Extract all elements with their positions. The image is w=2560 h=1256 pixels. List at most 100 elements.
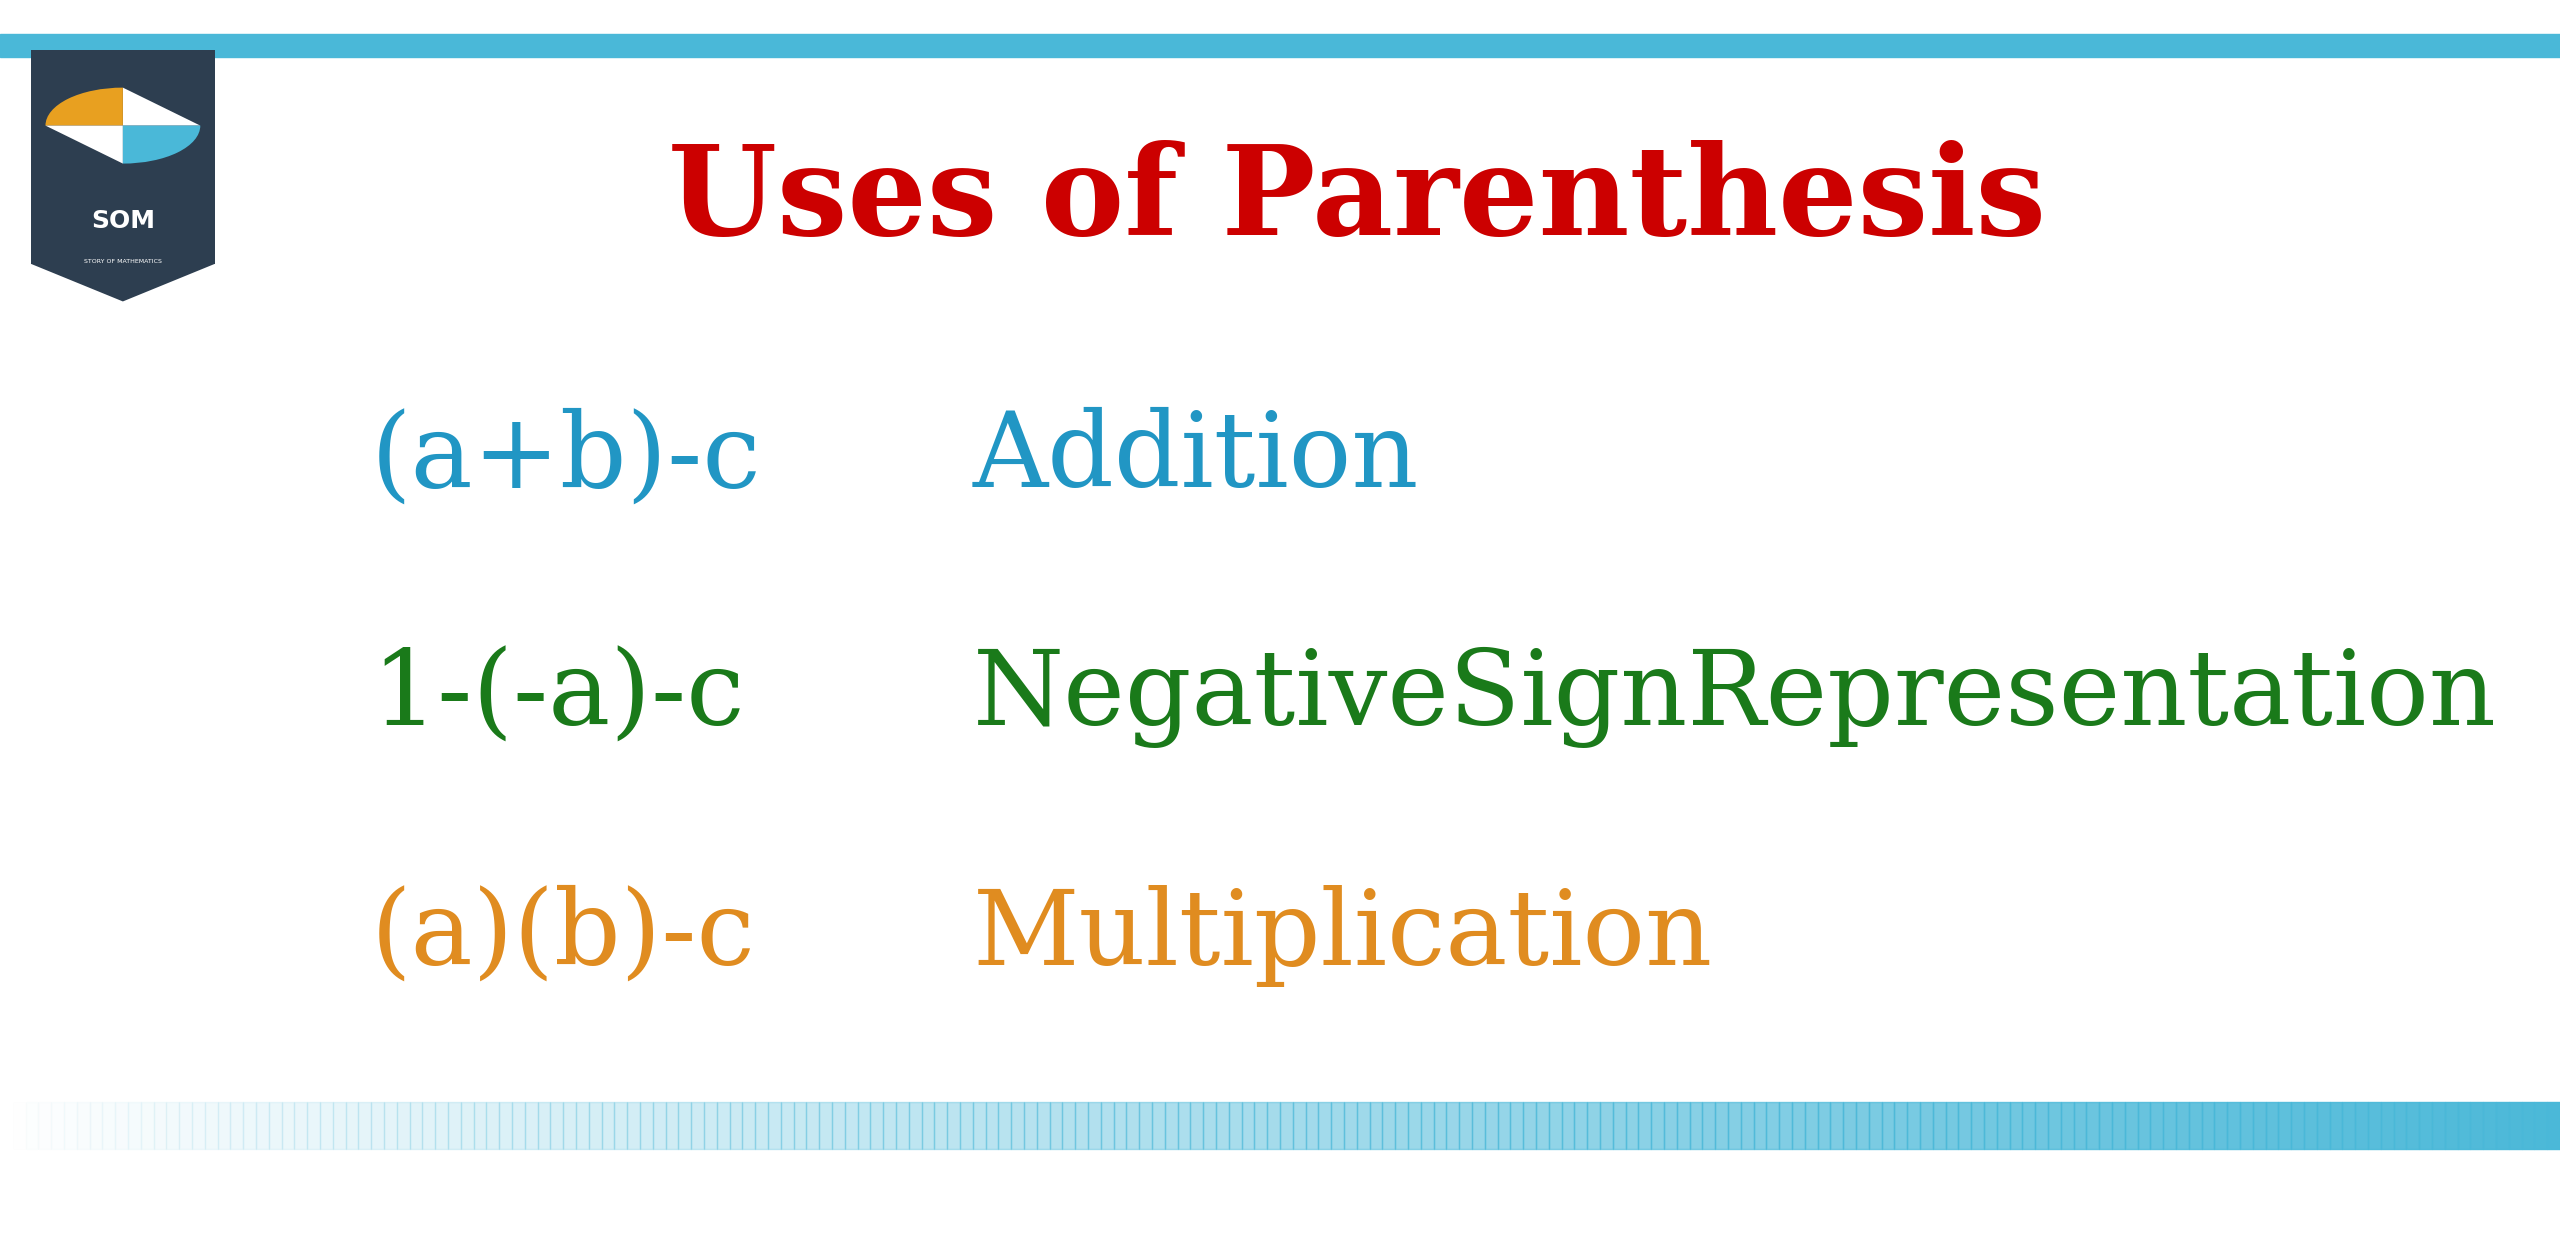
Bar <box>1677 1102 1690 1149</box>
Bar <box>2074 1102 2086 1149</box>
Bar <box>1062 1102 1075 1149</box>
Bar <box>461 1102 474 1149</box>
Bar <box>1510 1102 1523 1149</box>
Bar <box>1818 1102 1830 1149</box>
Bar <box>806 1102 819 1149</box>
Bar <box>1344 1102 1357 1149</box>
Bar <box>1203 1102 1216 1149</box>
Bar <box>1446 1102 1459 1149</box>
Bar <box>448 1102 461 1149</box>
Bar <box>1421 1102 1434 1149</box>
Bar <box>64 1102 77 1149</box>
Bar <box>192 1102 205 1149</box>
Bar <box>2496 1102 2509 1149</box>
Bar <box>1690 1102 1702 1149</box>
Bar <box>486 1102 499 1149</box>
Text: (a)(b)-c: (a)(b)-c <box>371 884 755 987</box>
Bar <box>525 1102 538 1149</box>
Bar <box>781 1102 794 1149</box>
Bar <box>128 1102 141 1149</box>
Bar <box>870 1102 883 1149</box>
Bar <box>474 1102 486 1149</box>
Wedge shape <box>46 88 123 126</box>
Bar <box>1523 1102 1536 1149</box>
Bar <box>960 1102 973 1149</box>
Bar <box>1613 1102 1626 1149</box>
Bar <box>1126 1102 1139 1149</box>
Text: 1-(-a)-c: 1-(-a)-c <box>371 646 745 749</box>
Bar <box>1254 1102 1267 1149</box>
Bar <box>2547 1102 2560 1149</box>
Bar <box>2355 1102 2368 1149</box>
Bar <box>1459 1102 1472 1149</box>
Bar <box>1382 1102 1395 1149</box>
Bar <box>1485 1102 1498 1149</box>
Bar <box>410 1102 422 1149</box>
Bar <box>998 1102 1011 1149</box>
Bar <box>2214 1102 2227 1149</box>
Bar <box>218 1102 230 1149</box>
Bar <box>2419 1102 2432 1149</box>
Bar <box>1574 1102 1587 1149</box>
Bar <box>90 1102 102 1149</box>
Bar <box>730 1102 742 1149</box>
Bar <box>1408 1102 1421 1149</box>
Bar <box>2304 1102 2317 1149</box>
Bar <box>230 1102 243 1149</box>
Bar <box>1997 1102 2010 1149</box>
Bar <box>1754 1102 1766 1149</box>
Bar <box>576 1102 589 1149</box>
Bar <box>154 1102 166 1149</box>
Bar <box>691 1102 704 1149</box>
Bar <box>2534 1102 2547 1149</box>
Bar <box>2125 1102 2138 1149</box>
Bar <box>1190 1102 1203 1149</box>
Bar <box>614 1102 627 1149</box>
Bar <box>2253 1102 2266 1149</box>
Text: STORY OF MATHEMATICS: STORY OF MATHEMATICS <box>84 259 161 264</box>
Bar <box>2483 1102 2496 1149</box>
Bar <box>2470 1102 2483 1149</box>
Bar <box>858 1102 870 1149</box>
Bar <box>1741 1102 1754 1149</box>
Bar <box>1971 1102 1984 1149</box>
Bar <box>1280 1102 1293 1149</box>
Bar <box>179 1102 192 1149</box>
Bar <box>768 1102 781 1149</box>
Bar <box>1715 1102 1728 1149</box>
Bar <box>742 1102 755 1149</box>
Bar <box>2189 1102 2202 1149</box>
Bar <box>2317 1102 2330 1149</box>
Bar <box>794 1102 806 1149</box>
Bar <box>141 1102 154 1149</box>
Bar <box>1434 1102 1446 1149</box>
Bar <box>1984 1102 1997 1149</box>
Bar <box>2061 1102 2074 1149</box>
Bar <box>1869 1102 1882 1149</box>
Bar <box>333 1102 346 1149</box>
Bar <box>1626 1102 1638 1149</box>
Bar <box>1075 1102 1088 1149</box>
Bar <box>1830 1102 1843 1149</box>
Bar <box>832 1102 845 1149</box>
Bar <box>2163 1102 2176 1149</box>
Bar <box>2342 1102 2355 1149</box>
Bar <box>115 1102 128 1149</box>
Bar <box>102 1102 115 1149</box>
Bar <box>1766 1102 1779 1149</box>
Bar <box>1139 1102 1152 1149</box>
Bar <box>1920 1102 1933 1149</box>
Bar <box>13 1102 26 1149</box>
Bar <box>2112 1102 2125 1149</box>
Bar <box>922 1102 934 1149</box>
Text: Multiplication: Multiplication <box>973 884 1713 987</box>
Bar <box>38 1102 51 1149</box>
Bar <box>77 1102 90 1149</box>
Bar <box>294 1102 307 1149</box>
FancyBboxPatch shape <box>31 50 215 264</box>
Bar <box>2278 1102 2291 1149</box>
Bar <box>2202 1102 2214 1149</box>
Text: (a+b)-c: (a+b)-c <box>371 407 763 510</box>
Bar <box>627 1102 640 1149</box>
Bar <box>2368 1102 2381 1149</box>
